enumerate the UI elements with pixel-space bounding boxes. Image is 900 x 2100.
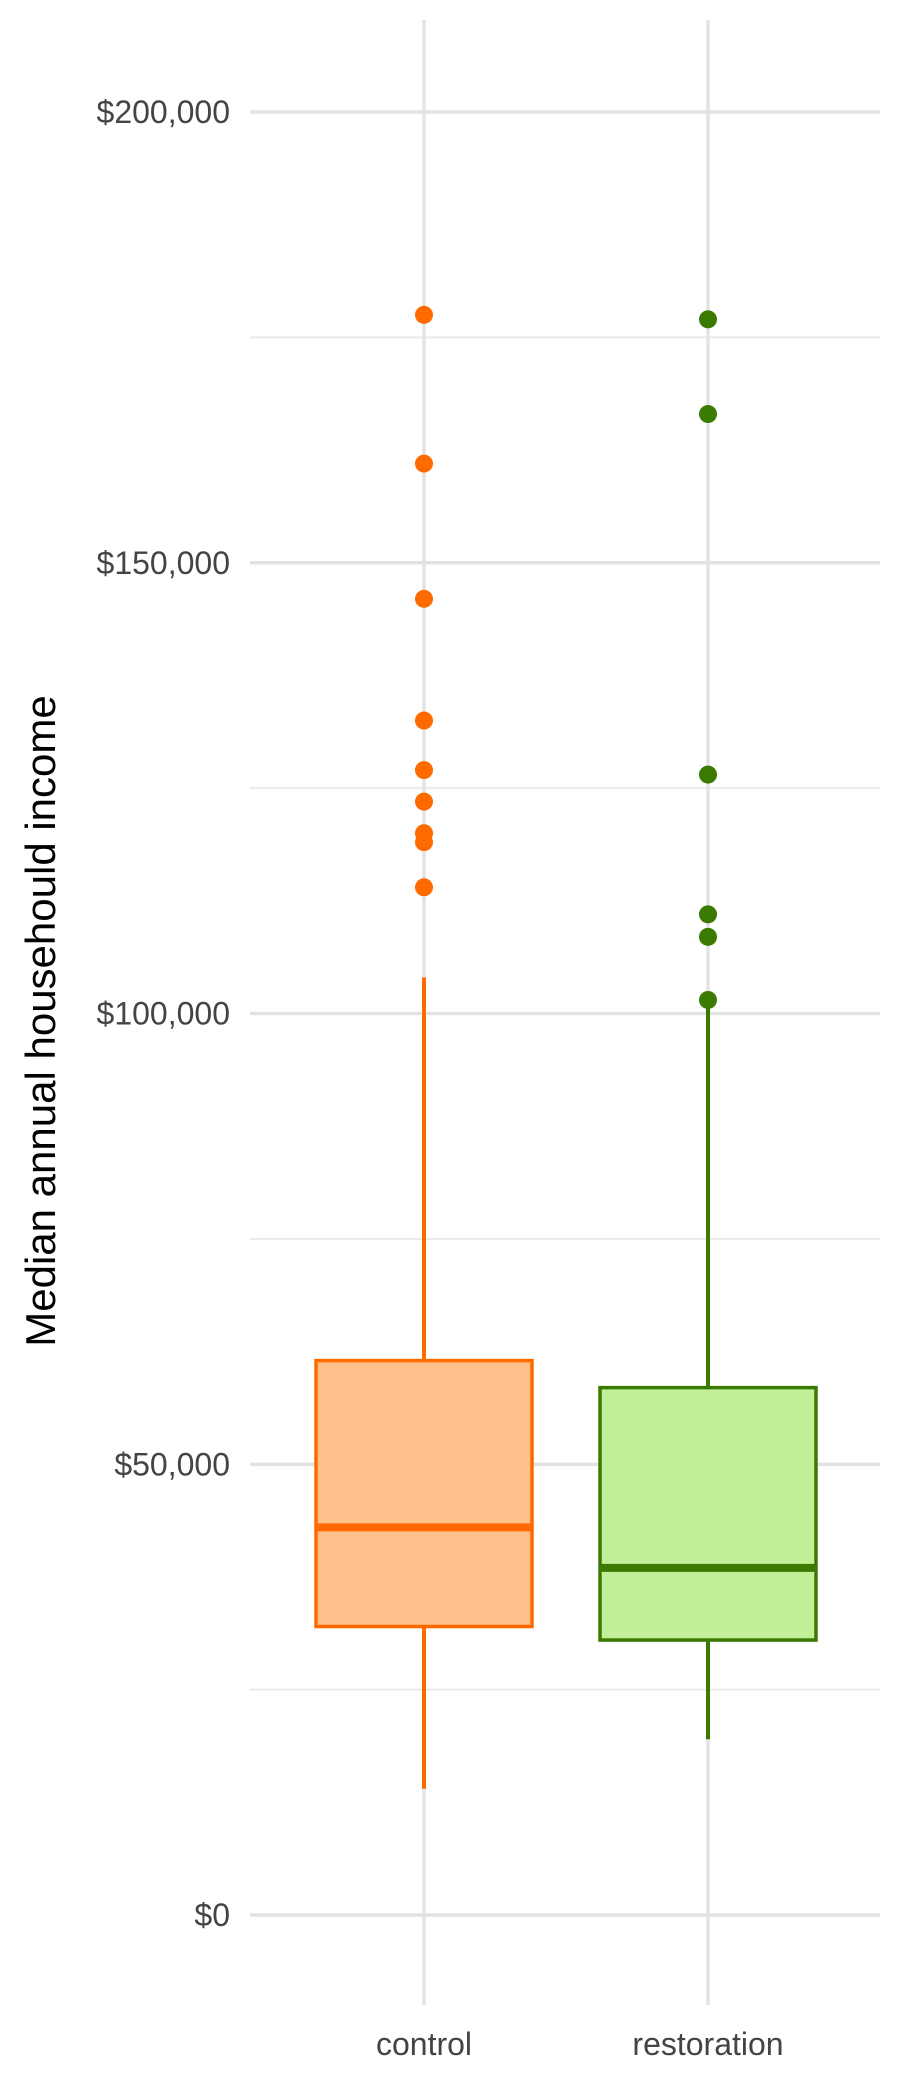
outlier-point	[699, 405, 717, 424]
outlier-point	[415, 792, 433, 811]
box-iqr	[314, 1358, 534, 1629]
x-tick-labels: control restoration	[376, 2026, 784, 2062]
box-control	[314, 305, 534, 1789]
x-tick-label: control	[376, 2026, 472, 2062]
outlier-point	[415, 711, 433, 730]
y-tick-label: $0	[194, 1897, 230, 1933]
grid-lines	[250, 20, 880, 2005]
outlier-point	[415, 305, 433, 324]
outlier-point	[699, 905, 717, 924]
y-axis-title: Median annual househould income	[17, 695, 64, 1346]
outlier-point	[415, 589, 433, 608]
outlier-point	[415, 878, 433, 897]
box-iqr	[598, 1385, 818, 1642]
x-tick-label: restoration	[632, 2026, 783, 2062]
y-tick-label: $150,000	[97, 545, 230, 581]
outlier-point	[415, 761, 433, 780]
outlier-point	[415, 824, 433, 843]
outlier-point	[699, 310, 717, 329]
y-tick-labels: $0 $50,000 $100,000 $150,000 $200,000	[97, 94, 230, 1933]
y-tick-label: $200,000	[97, 94, 230, 130]
y-tick-label: $50,000	[114, 1446, 230, 1482]
box-restoration	[598, 310, 818, 1740]
outlier-point	[699, 927, 717, 946]
box-series	[314, 305, 818, 1789]
y-tick-label: $100,000	[97, 996, 230, 1032]
outlier-point	[699, 765, 717, 784]
outlier-point	[415, 454, 433, 473]
outlier-point	[699, 990, 717, 1009]
